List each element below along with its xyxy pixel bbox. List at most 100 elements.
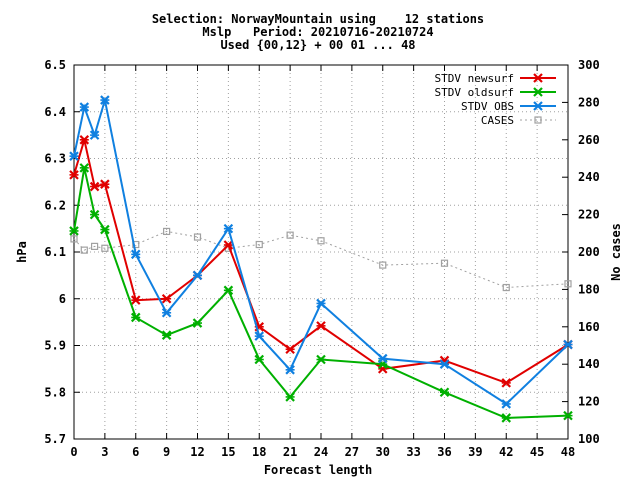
y2-tick-label: 300 [578,58,600,72]
x-tick-label: 12 [190,445,204,459]
data-point-stdv-newsurf [79,135,90,145]
y-tick-label: 5.8 [44,385,66,399]
x-tick-label: 30 [376,445,390,459]
y-tick-label: 6.3 [44,152,66,166]
data-point-stdv-newsurf [501,378,512,388]
data-point-stdv-newsurf [285,344,295,355]
y2-tick-label: 220 [578,208,600,222]
data-point-cases [80,246,88,254]
legend-item-cases: CASES [481,114,556,127]
legend-label: CASES [481,114,514,127]
data-point-stdv-oldsurf [563,410,573,421]
data-point-stdv-newsurf [316,321,326,331]
data-point-cases [317,237,325,245]
data-point-stdv-oldsurf [79,163,90,173]
y-tick-label: 6.4 [44,105,66,119]
y2-tick-label: 280 [578,95,600,109]
series-stdv-obs [69,95,573,409]
data-point-stdv-oldsurf [223,285,234,296]
data-point-stdv-oldsurf [501,413,512,423]
x-tick-label: 48 [561,445,575,459]
data-point-stdv-oldsurf [130,312,141,323]
series-layer [69,95,573,423]
data-point-stdv-obs [377,353,388,364]
legend-marker [533,101,543,111]
data-point-stdv-oldsurf [439,387,450,398]
data-point-stdv-obs [79,102,90,112]
data-point-stdv-oldsurf [89,209,100,220]
x-tick-label: 24 [314,445,328,459]
data-point-stdv-obs [285,365,295,375]
title-line-1: Selection: NorwayMountain using 12 stati… [152,12,484,26]
data-point-cases [255,240,263,249]
y2-tick-label: 260 [578,133,600,147]
y2-tick-label: 140 [578,357,600,371]
data-point-stdv-oldsurf [69,226,79,236]
x-tick-label: 39 [468,445,482,459]
x-tick-label: 3 [101,445,108,459]
data-point-stdv-oldsurf [161,330,172,340]
title-line-3: Used {00,12} + 00 01 ... 48 [220,38,415,52]
data-point-cases [193,233,202,241]
series-line-cases [73,230,569,289]
data-point-stdv-obs [254,331,265,341]
data-point-stdv-obs [563,339,573,350]
y-tick-label: 6.1 [44,245,66,259]
y2-tick-label: 160 [578,320,600,334]
x-axis-label: Forecast length [264,463,372,477]
y-tick-label: 6.2 [44,198,66,212]
data-point-stdv-oldsurf [316,354,326,365]
y2-tick-label: 100 [578,432,600,446]
data-point-stdv-obs [439,359,450,369]
data-point-cases [440,259,449,267]
data-point-stdv-oldsurf [254,354,265,365]
data-point-stdv-obs [100,95,110,105]
data-point-cases [379,261,387,269]
legend-item-stdv-newsurf: STDV newsurf [435,72,556,85]
data-point-stdv-obs [223,223,234,234]
legend-marker [533,73,543,83]
y-tick-label: 6.5 [44,58,66,72]
legend-marker [533,87,543,97]
y2-tick-label: 200 [578,245,600,259]
y2-tick-label: 120 [578,395,600,409]
data-point-cases [502,283,510,292]
data-point-stdv-oldsurf [285,392,295,402]
y-tick-label: 5.7 [44,432,66,446]
data-point-cases [132,240,140,249]
data-point-stdv-newsurf [161,293,172,304]
legend-label: STDV oldsurf [435,86,514,99]
data-point-stdv-newsurf [223,240,234,250]
series-cases [70,227,572,292]
data-point-cases [70,235,78,243]
legend-item-stdv-obs: STDV OBS [461,100,556,113]
y-axis-label: hPa [15,241,29,263]
data-point-stdv-newsurf [130,295,141,305]
data-point-cases [101,244,109,252]
series-stdv-oldsurf [69,163,573,423]
data-point-stdv-obs [316,298,326,309]
data-point-cases [163,227,171,236]
legend-label: STDV OBS [461,100,514,113]
data-point-stdv-oldsurf [192,318,203,328]
x-tick-label: 36 [437,445,451,459]
data-point-stdv-obs [161,307,172,318]
title-line-2: Mslp Period: 20210716-20210724 [202,25,433,39]
x-tick-label: 45 [530,445,544,459]
x-tick-label: 15 [221,445,235,459]
x-tick-label: 33 [406,445,420,459]
x-tick-label: 21 [283,445,297,459]
y-tick-label: 5.9 [44,339,66,353]
legend-label: STDV newsurf [435,72,514,85]
data-point-stdv-obs [192,270,203,281]
x-tick-label: 18 [252,445,266,459]
data-point-cases [90,242,99,250]
y2-tick-label: 240 [578,170,600,184]
y2-tick-label: 180 [578,282,600,296]
y2-axis-label: No cases [609,223,623,281]
chart-title: Selection: NorwayMountain using 12 stati… [152,12,484,52]
x-tick-label: 6 [132,445,139,459]
x-tick-label: 42 [499,445,513,459]
data-point-cases [286,231,294,239]
